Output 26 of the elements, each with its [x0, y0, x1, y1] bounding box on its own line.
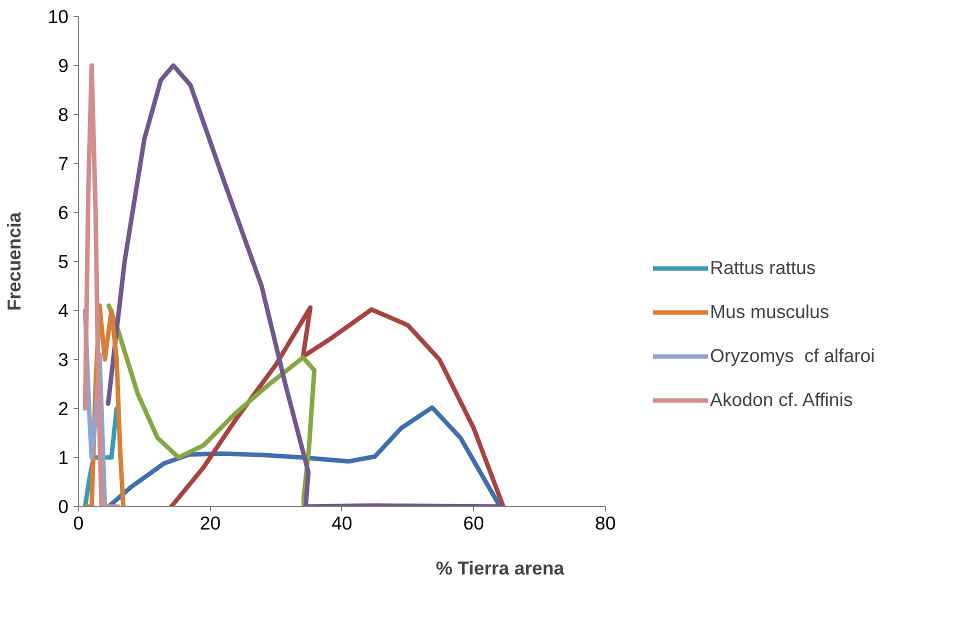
y-axis-title: Frecuencia	[4, 212, 25, 311]
y-tick-label: 3	[58, 349, 69, 370]
line-series	[82, 63, 120, 506]
y-tick-label: 7	[58, 153, 69, 174]
y-tick-label: 6	[58, 202, 69, 223]
x-tick-label: 20	[200, 512, 221, 534]
y-tick-label: 10	[48, 6, 69, 27]
y-tick-label: 0	[58, 496, 69, 517]
legend-label: Oryzomys cf alfaroi	[710, 345, 875, 367]
x-tick-label: 60	[463, 512, 484, 534]
y-tick-label: 1	[58, 447, 69, 468]
y-tick-label: 5	[58, 251, 69, 272]
y-tick-label: 8	[58, 104, 69, 125]
x-tick-label: 80	[595, 512, 616, 534]
x-tick-label: 0	[73, 512, 84, 534]
legend-label: Rattus rattus	[710, 257, 816, 279]
legend-label: Mus musculus	[710, 301, 830, 323]
line-series	[106, 405, 502, 506]
x-axis-title: % Tierra arena	[436, 558, 565, 578]
x-tick-label: 40	[332, 512, 352, 534]
y-tick-label: 2	[58, 398, 69, 419]
y-tick-label: 4	[58, 300, 69, 321]
line-series	[106, 63, 506, 506]
line-series	[169, 305, 506, 506]
y-tick-label: 9	[58, 55, 69, 76]
legend-label: Akodon cf. Affinis	[710, 389, 853, 411]
